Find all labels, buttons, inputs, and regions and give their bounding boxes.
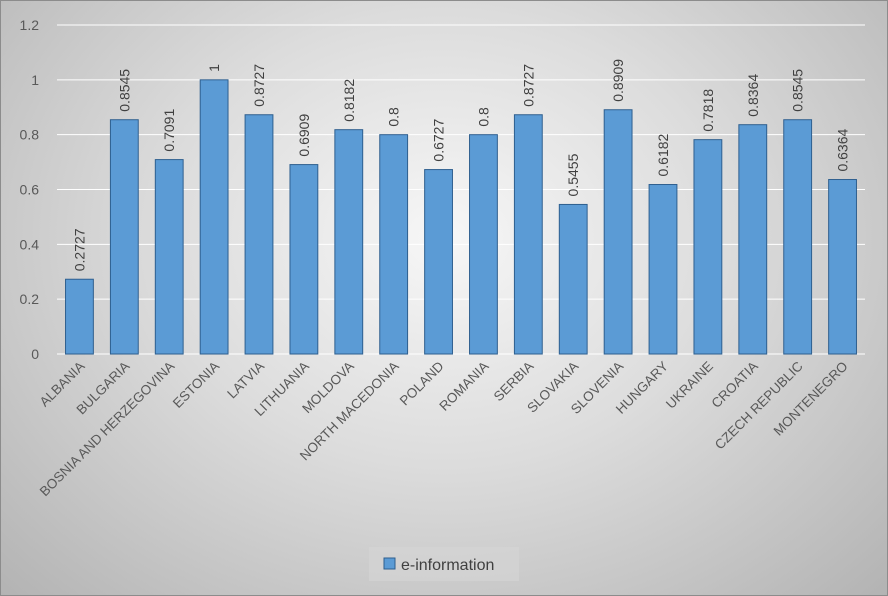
x-category-label: SERBIA <box>491 359 537 405</box>
legend: e-information <box>369 547 519 581</box>
y-tick-label: 0.8 <box>20 127 40 143</box>
data-label: 0.6182 <box>655 133 671 176</box>
x-category-label: ESTONIA <box>170 359 222 411</box>
x-category-label: UKRAINE <box>663 359 716 412</box>
bar <box>738 124 768 355</box>
data-label: 0.8727 <box>520 64 536 107</box>
data-label: 0.6364 <box>835 128 851 171</box>
legend-label: e-information <box>401 557 494 574</box>
data-label: 0.6909 <box>296 114 312 157</box>
y-tick-label: 1.2 <box>20 17 40 33</box>
y-tick-label: 1 <box>31 72 39 88</box>
data-label: 0.8 <box>386 107 402 127</box>
bar <box>513 114 543 355</box>
data-label: 1 <box>206 64 222 72</box>
bar <box>379 134 409 355</box>
data-label: 0.8909 <box>610 59 626 102</box>
data-label: 0.6727 <box>431 119 447 162</box>
bar <box>199 79 229 355</box>
y-tick-label: 0.4 <box>20 236 40 252</box>
y-tick-label: 0 <box>31 346 39 362</box>
data-label: 0.8182 <box>341 79 357 122</box>
bar <box>65 278 94 355</box>
bar <box>109 119 139 355</box>
data-label: 0.8 <box>475 107 491 127</box>
gridlines <box>57 24 865 355</box>
x-category-label: LATVIA <box>224 359 267 402</box>
legend-swatch <box>383 557 396 570</box>
data-label: 0.7818 <box>700 89 716 132</box>
bar <box>828 179 857 355</box>
y-tick-label: 0.2 <box>20 291 40 307</box>
x-category-label: ROMANIA <box>436 359 491 414</box>
y-axis-ticks: 0 0.2 0.4 0.6 0.8 1 1.2 <box>20 17 40 362</box>
bars <box>65 79 857 355</box>
data-label: 0.8364 <box>745 74 761 117</box>
bar <box>603 109 633 355</box>
bar <box>334 129 364 355</box>
bar <box>154 159 184 355</box>
bar <box>783 119 813 355</box>
bar <box>693 139 723 355</box>
bar <box>648 184 678 355</box>
bar <box>469 134 498 355</box>
data-label: 0.2727 <box>71 228 87 271</box>
data-label: 0.8545 <box>116 69 132 112</box>
bar <box>244 114 274 355</box>
data-label: 0.5455 <box>565 153 581 196</box>
bar <box>424 169 453 355</box>
y-tick-label: 0.6 <box>20 182 40 198</box>
data-label: 0.8727 <box>251 64 267 107</box>
bar <box>289 164 319 355</box>
data-labels: 0.2727 0.8545 0.7091 1 0.8727 0.6909 0.8182 0.8… <box>71 59 850 272</box>
bar <box>558 203 588 355</box>
data-label: 0.8545 <box>790 69 806 112</box>
data-label: 0.7091 <box>161 109 177 152</box>
